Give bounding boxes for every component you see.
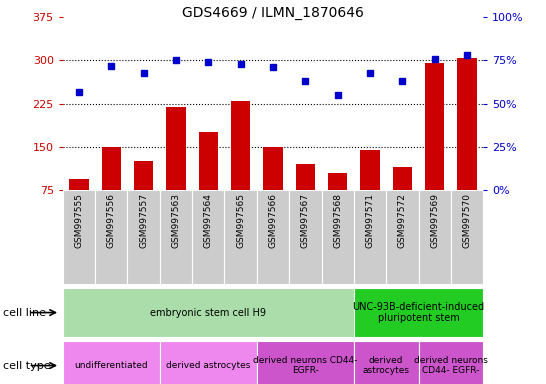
Text: GSM997572: GSM997572 bbox=[398, 193, 407, 248]
Text: derived
astrocytes: derived astrocytes bbox=[363, 356, 410, 375]
Bar bbox=[95, 190, 127, 284]
Text: UNC-93B-deficient-induced
pluripotent stem: UNC-93B-deficient-induced pluripotent st… bbox=[353, 302, 485, 323]
Text: GSM997569: GSM997569 bbox=[430, 193, 439, 248]
Bar bbox=[167, 107, 186, 233]
Bar bbox=[257, 190, 289, 284]
Bar bbox=[386, 190, 419, 284]
Bar bbox=[458, 58, 477, 233]
Text: GDS4669 / ILMN_1870646: GDS4669 / ILMN_1870646 bbox=[182, 6, 364, 20]
Text: GSM997565: GSM997565 bbox=[236, 193, 245, 248]
Text: GSM997556: GSM997556 bbox=[107, 193, 116, 248]
Bar bbox=[328, 173, 347, 233]
Text: GSM997563: GSM997563 bbox=[171, 193, 181, 248]
Bar bbox=[160, 190, 192, 284]
Bar bbox=[63, 190, 95, 284]
Text: GSM997571: GSM997571 bbox=[365, 193, 375, 248]
Text: cell line: cell line bbox=[3, 308, 46, 318]
Text: undifferentiated: undifferentiated bbox=[74, 361, 148, 370]
Bar bbox=[354, 190, 386, 284]
Text: GSM997567: GSM997567 bbox=[301, 193, 310, 248]
Bar bbox=[393, 167, 412, 233]
Bar bbox=[134, 161, 153, 233]
Bar bbox=[199, 132, 218, 233]
Text: derived neurons
CD44- EGFR-: derived neurons CD44- EGFR- bbox=[414, 356, 488, 375]
Text: derived neurons CD44-
EGFR-: derived neurons CD44- EGFR- bbox=[253, 356, 358, 375]
Text: derived astrocytes: derived astrocytes bbox=[166, 361, 251, 370]
Text: GSM997555: GSM997555 bbox=[74, 193, 84, 248]
Text: GSM997570: GSM997570 bbox=[462, 193, 472, 248]
Bar bbox=[224, 190, 257, 284]
Text: GSM997564: GSM997564 bbox=[204, 193, 213, 248]
Bar bbox=[231, 101, 251, 233]
Text: GSM997566: GSM997566 bbox=[269, 193, 277, 248]
Bar bbox=[102, 147, 121, 233]
Bar bbox=[322, 190, 354, 284]
Bar bbox=[360, 150, 379, 233]
Bar bbox=[295, 164, 315, 233]
Bar bbox=[419, 190, 451, 284]
Bar bbox=[451, 190, 483, 284]
Bar bbox=[425, 63, 444, 233]
Text: GSM997557: GSM997557 bbox=[139, 193, 148, 248]
Bar bbox=[263, 147, 283, 233]
Bar bbox=[69, 179, 88, 233]
Text: embryonic stem cell H9: embryonic stem cell H9 bbox=[150, 308, 266, 318]
Bar bbox=[192, 190, 224, 284]
Bar bbox=[289, 190, 322, 284]
Text: cell type: cell type bbox=[3, 361, 50, 371]
Bar bbox=[127, 190, 160, 284]
Text: GSM997568: GSM997568 bbox=[333, 193, 342, 248]
